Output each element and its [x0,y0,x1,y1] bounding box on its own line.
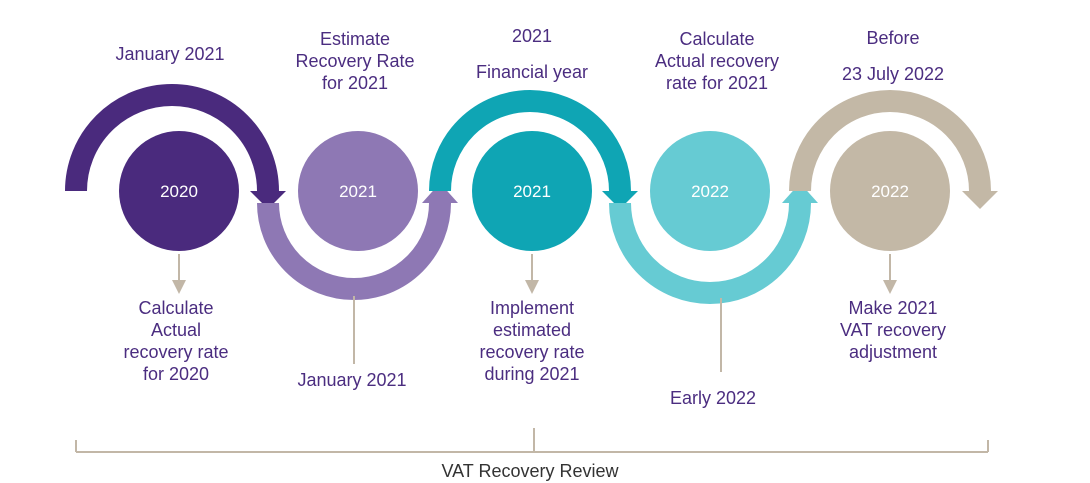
top-label-financial-year: Financial year [475,62,589,82]
bottom-label-calculate-2020: Calculate Actual recovery rate for 2020 [123,298,229,384]
down-arrow [525,254,539,294]
bottom-label-implement: Implement estimated recovery rate during… [479,298,585,384]
circle-2022-a [650,131,770,251]
circle-2020 [119,131,239,251]
circle-label: 2022 [691,182,729,201]
bottom-label-early-2022: Early 2022 [669,388,757,408]
review-bracket [75,428,989,453]
down-arrow [172,254,186,294]
review-label: VAT Recovery Review [441,461,619,481]
arc-2020 [65,84,279,192]
top-label-deadline: 23 July 2022 [841,64,945,84]
arc-2021-financial [429,90,631,192]
circle-2021-b [472,131,592,251]
top-label-2021: 2021 [511,26,553,46]
top-label-before: Before [866,28,920,48]
bottom-label-january-2021: January 2021 [297,370,407,390]
top-label-january-2021: January 2021 [115,44,225,64]
top-label-estimate-rate: Estimate Recovery Rate for 2021 [295,29,415,93]
circle-2021-a [298,131,418,251]
circle-label: 2021 [513,182,551,201]
arrowhead-2020 [250,191,286,209]
arrowhead-2022-early [782,183,818,203]
arc-2022-adjustment [789,90,991,192]
arrowhead-2021-financial [602,191,638,209]
circle-label: 2020 [160,182,198,201]
circle-label: 2021 [339,182,377,201]
arc-2021-estimate [257,202,451,300]
arrowhead-2022-adjustment [962,191,998,209]
circle-2022-b [830,131,950,251]
arc-2022-early [609,202,811,304]
arrowhead-2021-estimate [422,183,458,203]
bottom-label-adjustment: Make 2021 VAT recovery adjustment [839,298,947,362]
circle-label: 2022 [871,182,909,201]
down-arrow [883,254,897,294]
top-label-calculate-2021: Calculate Actual recovery rate for 2021 [654,29,780,93]
